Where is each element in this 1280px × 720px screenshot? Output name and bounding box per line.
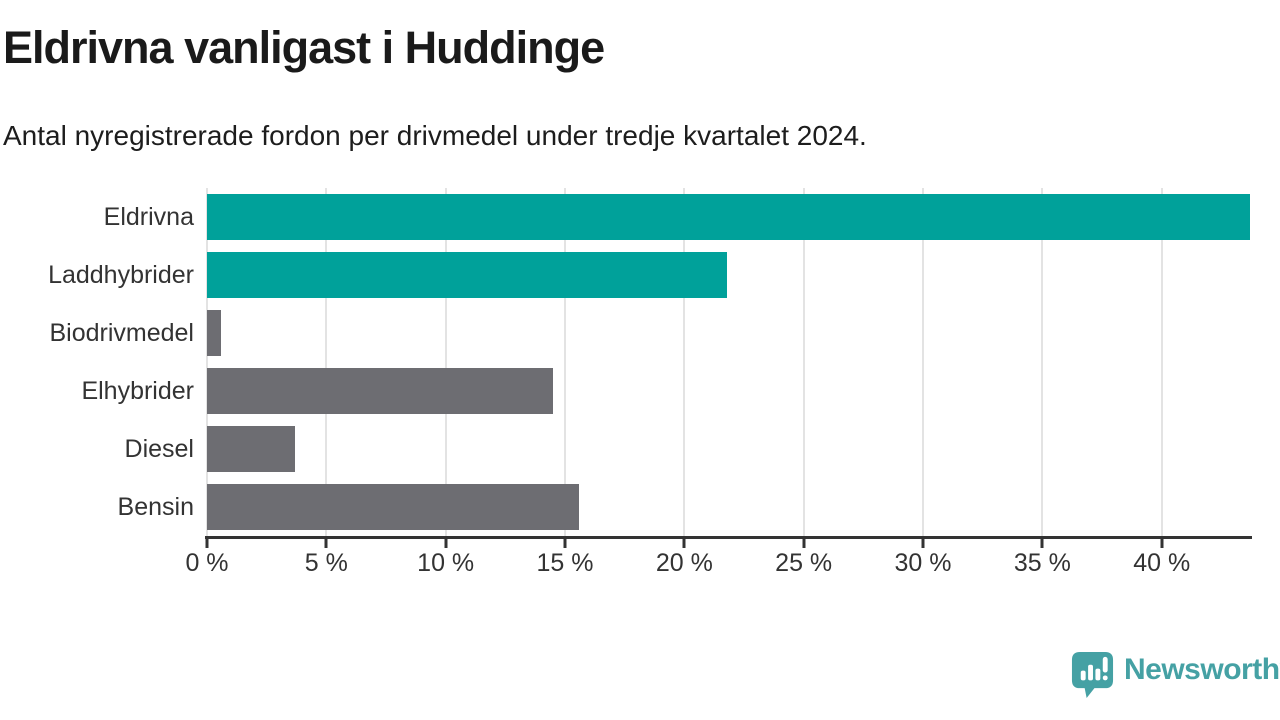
- category-label: Laddhybrider: [48, 260, 194, 289]
- footer-branding: Newsworthy: [1070, 650, 1280, 698]
- x-tick-label: 5 %: [304, 549, 348, 577]
- bar-rows: Eldrivna Laddhybrider Biodrivmedel Elhybrid…: [48, 188, 1250, 536]
- bar-elhybrider: [207, 368, 554, 414]
- x-tick-mark: [444, 539, 448, 548]
- gridline: [444, 188, 447, 536]
- bar-bensin: [207, 484, 580, 530]
- bar-diesel: [207, 426, 296, 472]
- gridline: [564, 188, 566, 536]
- x-tick-mark: [921, 539, 925, 548]
- x-tick-label: 25 %: [775, 549, 833, 577]
- x-tick-label: 0 %: [185, 549, 229, 577]
- x-tick-mark: [205, 539, 209, 548]
- x-tick-mark: [324, 539, 328, 548]
- newsworthy-logo-icon: [1071, 651, 1114, 698]
- x-tick-label: 30 %: [894, 549, 952, 577]
- bar-eldrivna: [207, 194, 1250, 240]
- x-tick-label: 10 %: [417, 549, 475, 577]
- x-axis: 0 % 5 % 10 % 15 % 20 % 25 % 30 % 35 % 40 %: [185, 536, 1250, 596]
- bar-laddhybrider: [207, 252, 728, 298]
- x-axis-line: [205, 536, 1252, 539]
- gridline: [922, 188, 925, 536]
- x-tick-label: 15 %: [536, 549, 594, 577]
- gridline: [683, 188, 686, 536]
- x-tick-label: 20 %: [655, 549, 713, 577]
- bar-row: Biodrivmedel: [49, 304, 1250, 362]
- bar-row: Bensin: [118, 478, 1250, 536]
- newsworthy-wordmark: Newsworthy: [1124, 653, 1280, 686]
- gridline: [325, 188, 328, 536]
- bar-row: Laddhybrider: [48, 246, 1250, 304]
- category-label: Bensin: [117, 492, 194, 521]
- x-tick-mark: [802, 539, 806, 548]
- gridline: [1160, 188, 1163, 536]
- category-label: Eldrivna: [103, 202, 194, 231]
- category-label: Diesel: [124, 434, 194, 463]
- x-tick-label: 35 %: [1013, 549, 1071, 577]
- x-tick-mark: [1040, 539, 1044, 548]
- x-tick-label: 40 %: [1133, 549, 1191, 577]
- gridline: [206, 188, 208, 536]
- gridline: [802, 188, 805, 536]
- bar-row: Eldrivna: [104, 188, 1250, 246]
- x-tick-mark: [563, 539, 567, 548]
- chart-subtitle: Antal nyregistrerade fordon per drivmede…: [3, 120, 867, 151]
- category-label: Elhybrider: [81, 376, 194, 405]
- gridline: [1041, 188, 1044, 536]
- chart-title: Eldrivna vanligast i Huddinge: [3, 22, 605, 73]
- plot-area: Eldrivna Laddhybrider Biodrivmedel Elhybrid…: [48, 188, 1250, 536]
- bar-biodrivmedel: [207, 310, 222, 356]
- x-tick-mark: [1160, 539, 1164, 548]
- x-tick-mark: [682, 539, 686, 548]
- bar-row: Diesel: [125, 420, 1250, 478]
- bar-row: Elhybrider: [81, 362, 1250, 420]
- category-label: Biodrivmedel: [49, 318, 194, 347]
